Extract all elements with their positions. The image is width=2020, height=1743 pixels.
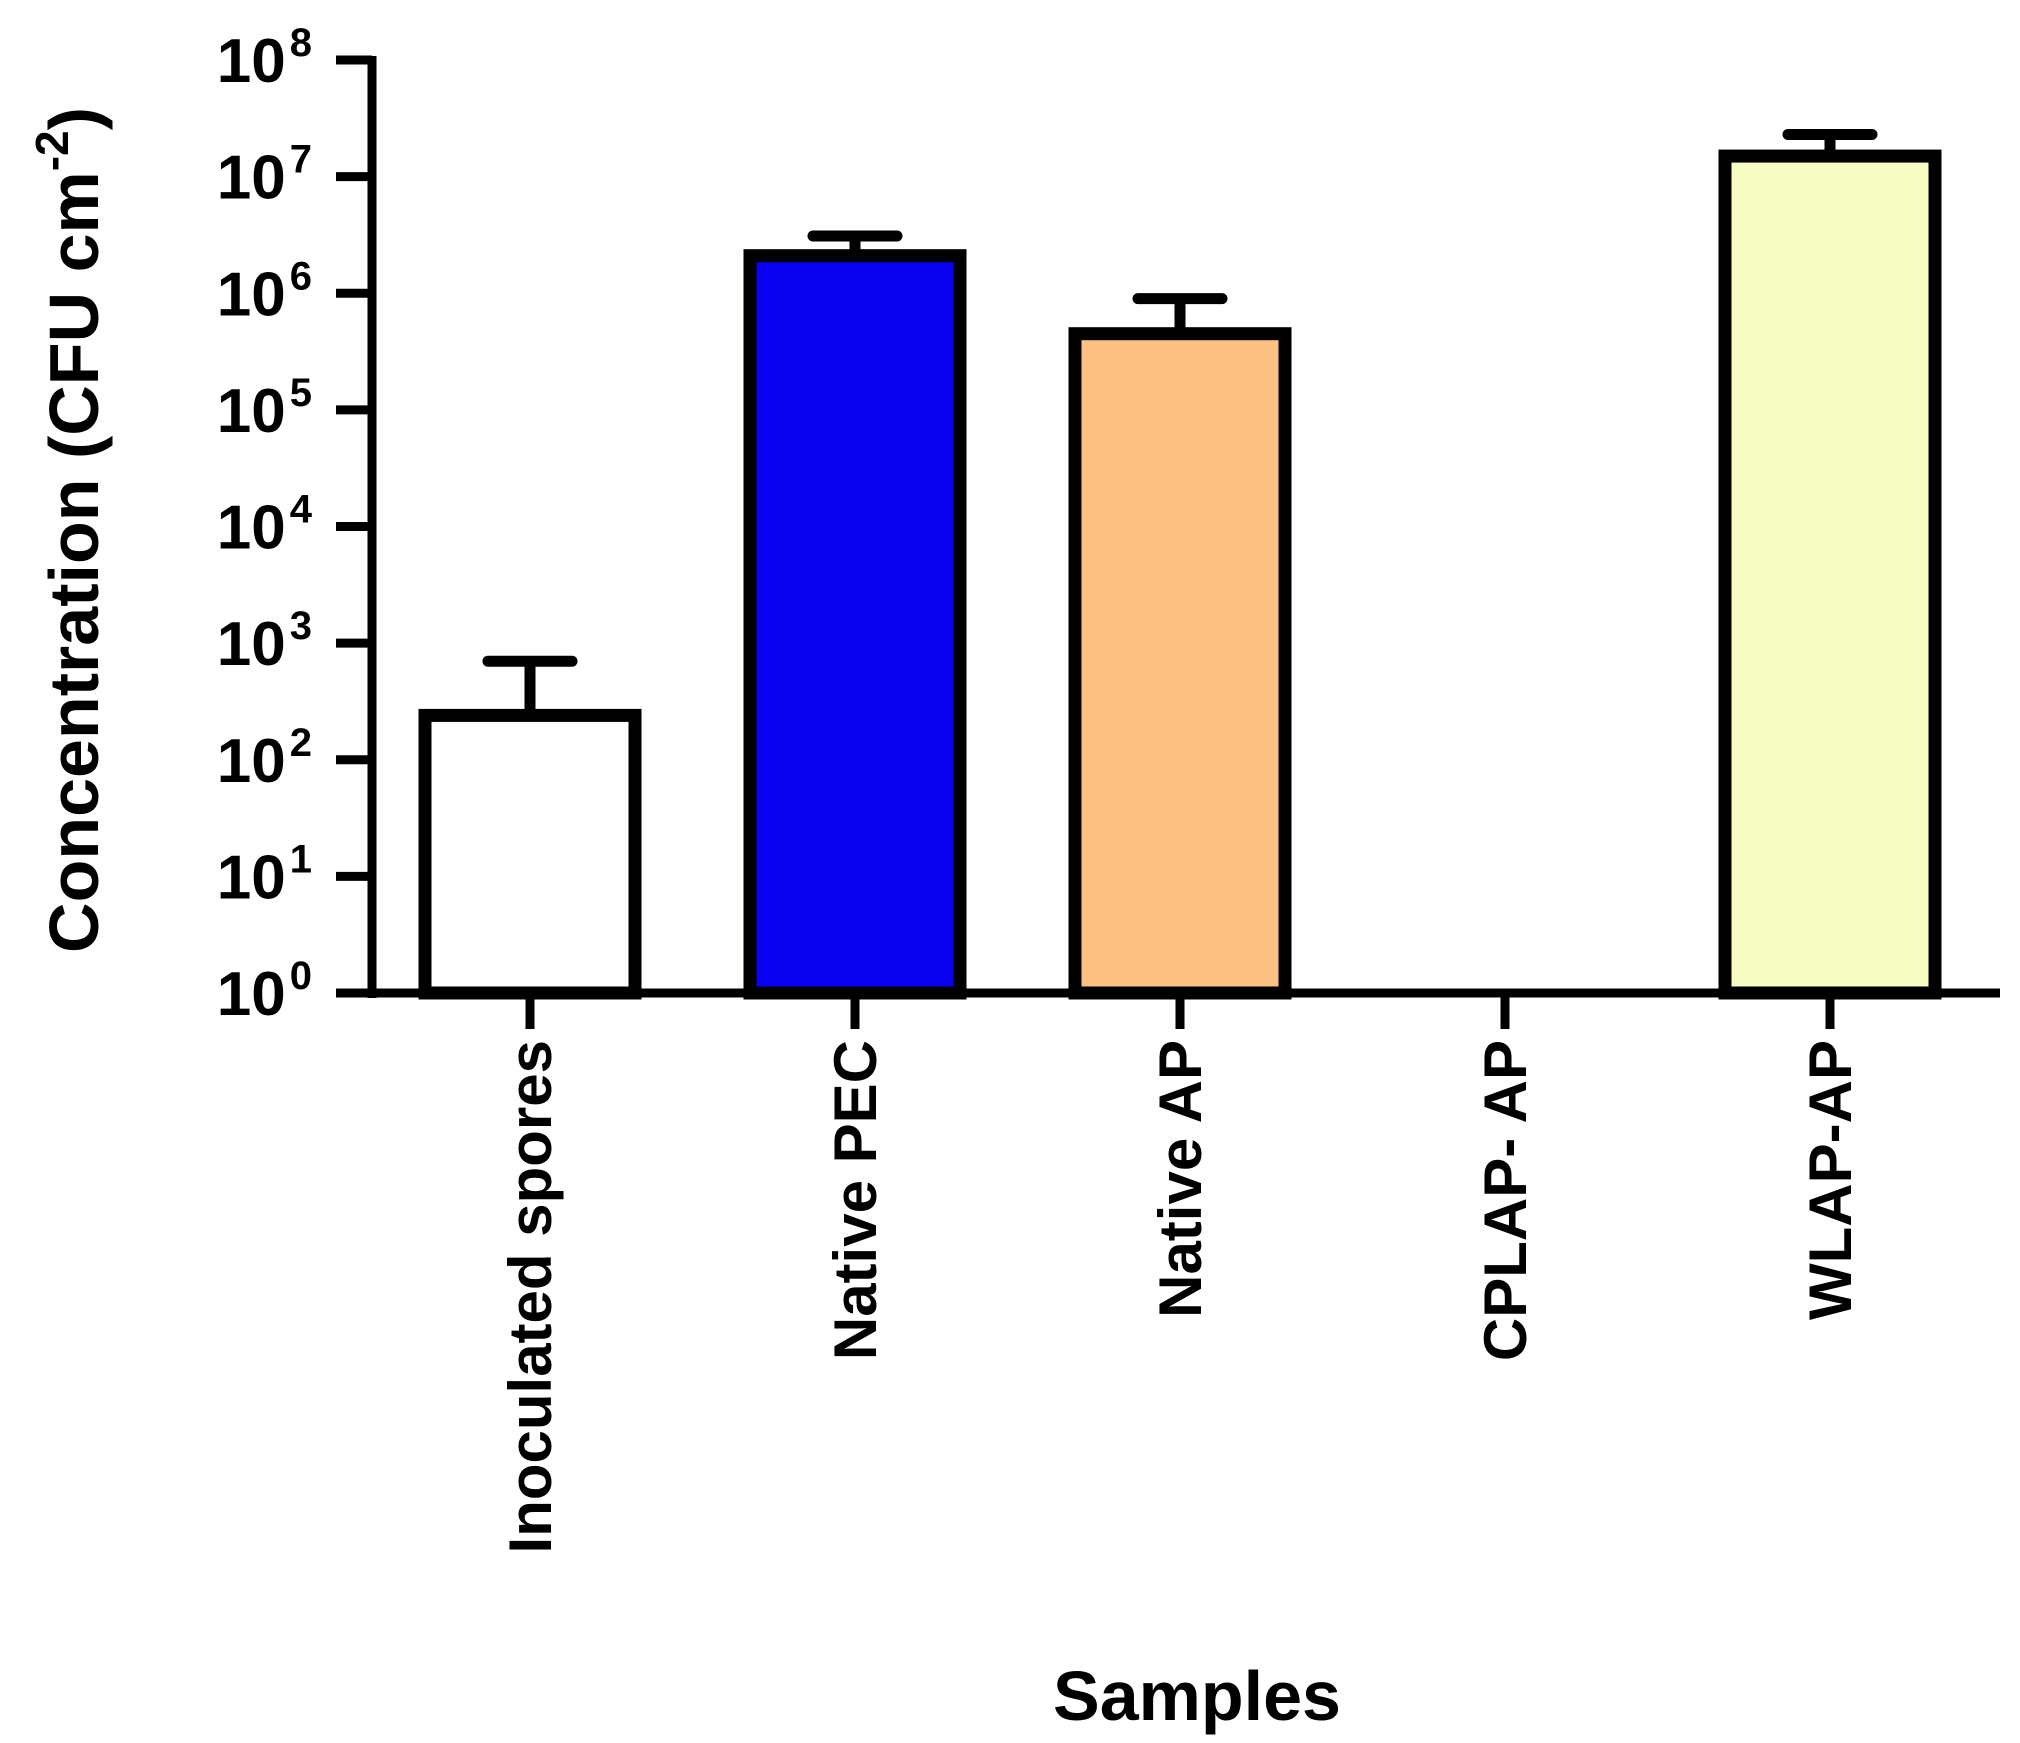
y-tick-base-2: 10 — [217, 727, 286, 796]
y-tick-exponent-0: 0 — [290, 954, 312, 998]
y-tick-label-6: 10 6 — [217, 254, 312, 329]
error-bar-1 — [807, 230, 903, 256]
error-bar-4 — [1782, 128, 1878, 157]
y-tick-label-8: 10 8 — [217, 21, 312, 96]
x-tick-label-2: Native AP — [1147, 1040, 1214, 1318]
y-tick-exponent-6: 6 — [290, 254, 312, 298]
y-tick-exponent-8: 8 — [290, 21, 312, 65]
y-tick-base-6: 10 — [217, 260, 286, 329]
y-tick-label-5: 10 5 — [217, 371, 312, 446]
y-tick-exponent-2: 2 — [290, 721, 312, 765]
y-tick-base-1: 10 — [217, 843, 286, 912]
bar-4 — [1718, 149, 1942, 1000]
y-tick-label-1: 10 1 — [217, 837, 312, 912]
y-tick-label-0: 10 0 — [217, 954, 312, 1029]
y-tick-base-8: 10 — [217, 27, 286, 96]
y-tick-exponent-3: 3 — [290, 604, 312, 648]
y-tick-label-7: 10 7 — [217, 138, 312, 213]
x-tick-labels: Inoculated spores Native PEC Native AP CPLA… — [497, 1040, 1864, 1553]
bar-0 — [418, 708, 642, 1000]
y-tick-base-4: 10 — [217, 494, 286, 563]
y-axis-title-superscript: -2 — [26, 130, 78, 171]
x-tick-label-4: WLAP-AP — [1797, 1040, 1864, 1320]
y-tick-base-3: 10 — [217, 610, 286, 679]
bar-2 — [1068, 327, 1292, 1000]
y-tick-exponent-4: 4 — [290, 488, 313, 532]
y-axis-title-main: Concentration (CFU cm — [35, 171, 113, 953]
y-axis-title: Concentration (CFU cm-2) — [26, 107, 113, 953]
x-axis-title: Samples — [1053, 1657, 1341, 1735]
x-tick-label-1: Native PEC — [822, 1040, 889, 1360]
x-tick-label-3: CPLAP- AP — [1472, 1040, 1539, 1361]
y-tick-label-3: 10 3 — [217, 604, 312, 679]
y-tick-base-0: 10 — [217, 960, 286, 1029]
y-tick-exponent-1: 1 — [290, 837, 312, 881]
bar-1 — [743, 249, 967, 1000]
error-bar-0 — [482, 655, 578, 716]
error-bar-2 — [1132, 293, 1228, 334]
y-tick-exponent-5: 5 — [290, 371, 312, 415]
y-tick-base-7: 10 — [217, 144, 286, 213]
y-tick-label-2: 10 2 — [217, 721, 312, 796]
axes-layer — [336, 55, 2000, 1029]
bars-layer — [418, 149, 1942, 1000]
error-bars-layer — [482, 128, 1878, 716]
y-tick-exponent-7: 7 — [290, 138, 312, 182]
y-tick-label-4: 10 4 — [217, 488, 313, 563]
x-tick-label-0: Inoculated spores — [497, 1040, 564, 1553]
y-tick-base-5: 10 — [217, 377, 286, 446]
y-axis-title-suffix: ) — [35, 107, 113, 130]
